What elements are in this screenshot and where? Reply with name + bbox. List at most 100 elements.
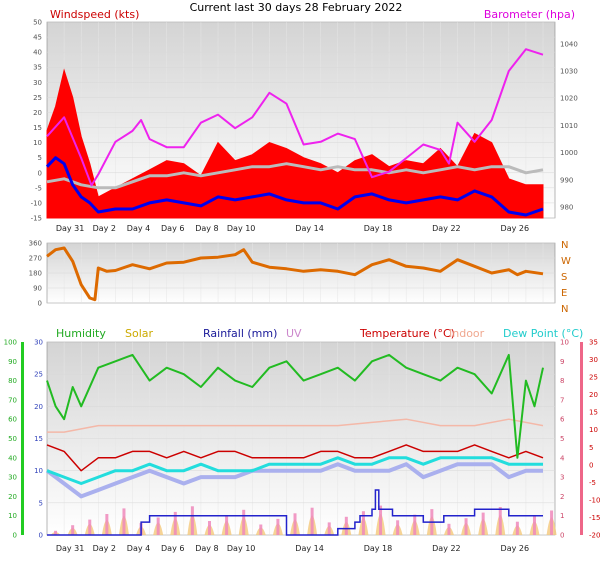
uv-tick: 6 <box>560 416 565 424</box>
humidity-tick: 60 <box>8 416 17 424</box>
direction-tick: 270 <box>29 255 42 263</box>
chart-title: Current last 30 days 28 February 2022 <box>190 1 403 14</box>
uv-tick: 10 <box>560 339 569 347</box>
barometer-tick: 1000 <box>560 149 578 157</box>
temperature-x-tick-labels: Day 31 Day 2 Day 4 Day 6 Day 8 Day 10 Day 14 Da… <box>56 544 529 553</box>
compass-label: N <box>561 304 568 315</box>
barometer-tick: 1020 <box>560 95 578 103</box>
temperature-right-tick: 25 <box>589 374 598 382</box>
direction-tick-labels: 0 90 180 270 360 <box>29 240 42 308</box>
uv-spike <box>447 523 451 535</box>
uv-spike <box>54 530 58 535</box>
uv-tick: 9 <box>560 358 564 366</box>
windspeed-tick: 45 <box>33 34 42 42</box>
dew-point-line <box>46 456 543 485</box>
uv-tick: 2 <box>560 493 564 501</box>
compass-label: S <box>561 272 567 283</box>
temperature-right-tick: 15 <box>589 409 598 417</box>
barometer-line <box>46 48 544 187</box>
temperature-right-tick: 35 <box>589 339 598 347</box>
temperature-right-tick: 5 <box>589 444 593 452</box>
uv-spike <box>498 507 502 535</box>
legend-uv: UV <box>286 327 302 340</box>
uv-tick: 5 <box>560 435 564 443</box>
uv-spike <box>88 519 92 535</box>
uv-spike <box>190 506 194 535</box>
uv-spike <box>71 525 75 535</box>
windspeed-tick: 5 <box>38 154 42 162</box>
uv-spike <box>396 520 400 535</box>
uv-spike <box>293 513 297 535</box>
x-tick-label: Day 10 <box>227 224 256 233</box>
wind-series <box>45 48 544 219</box>
uv-tick: 1 <box>560 512 564 520</box>
direction-tick: 90 <box>33 285 42 293</box>
windspeed-tick: 0 <box>38 169 42 177</box>
humidity-tick: 0 <box>13 532 17 540</box>
windspeed-tick: 25 <box>33 94 42 102</box>
direction-gridlines <box>47 242 555 304</box>
humidity-tick: 10 <box>8 512 17 520</box>
x-tick-label: Day 4 <box>127 544 150 553</box>
temperature-left-tick: 0 <box>39 532 43 540</box>
x-tick-label: Day 8 <box>195 544 218 553</box>
temperature-left-tick: 30 <box>34 339 43 347</box>
humidity-tick: 20 <box>8 493 17 501</box>
x-tick-label: Day 14 <box>295 544 324 553</box>
humidity-line <box>46 353 544 459</box>
x-tick-label: Day 18 <box>364 224 393 233</box>
uv-tick: 8 <box>560 377 564 385</box>
temperature-right-tick: -15 <box>589 514 600 522</box>
direction-tick: 360 <box>29 240 42 248</box>
uv-spike <box>481 512 485 535</box>
legend-indoor: Indoor <box>449 327 485 340</box>
temperature-right-tick: -5 <box>589 479 596 487</box>
uv-tick: 0 <box>560 532 564 540</box>
uv-spike <box>532 516 536 535</box>
humidity-tick: 80 <box>8 377 17 385</box>
x-tick-label: Day 22 <box>432 224 461 233</box>
windspeed-tick: 20 <box>33 109 42 117</box>
temperature-left-tick: 20 <box>34 403 43 411</box>
uv-spike <box>242 509 246 535</box>
humidity-axis-bar <box>21 342 24 535</box>
temperature-left-tick: 15 <box>34 435 43 443</box>
uv-spike <box>276 518 280 535</box>
x-tick-label: Day 6 <box>161 544 184 553</box>
windspeed-tick: -5 <box>35 184 42 192</box>
windspeed-tick: 15 <box>33 124 42 132</box>
windspeed-tick: 40 <box>33 49 42 57</box>
temperature-left-tick: 10 <box>34 467 43 475</box>
x-tick-label: Day 18 <box>364 544 393 553</box>
uv-spike <box>173 511 177 535</box>
humidity-tick: 70 <box>8 396 17 404</box>
windspeed-tick: 35 <box>33 64 42 72</box>
temperature-line <box>46 444 544 472</box>
direction-tick: 0 <box>38 300 42 308</box>
barometer-tick: 1040 <box>560 40 578 48</box>
x-tick-label: Day 4 <box>127 224 150 233</box>
temperature-left-tick-labels: 0 5 10 15 20 25 30 <box>34 339 43 540</box>
uv-spike <box>122 508 126 535</box>
legend-temperature: Temperature (°C) <box>359 327 455 340</box>
legend-solar: Solar <box>125 327 154 340</box>
windspeed-tick: -15 <box>31 215 42 223</box>
temperature-range-band <box>45 462 543 499</box>
temperature-left-tick: 25 <box>34 371 43 379</box>
windspeed-tick: 30 <box>33 79 42 87</box>
barometer-tick: 990 <box>560 176 573 184</box>
temperature-right-tick: -20 <box>589 532 600 540</box>
uv-spike <box>156 517 160 535</box>
x-tick-label: Day 2 <box>93 224 116 233</box>
temperature-right-tick: 10 <box>589 426 598 434</box>
humidity-tick: 40 <box>8 454 17 462</box>
legend-dewpoint: Dew Point (°C) <box>503 327 583 340</box>
direction-tick: 180 <box>29 270 42 278</box>
x-tick-label: Day 31 <box>56 544 85 553</box>
uv-tick-labels: 0 1 2 3 4 5 6 7 8 9 10 <box>560 339 569 540</box>
uv-spike <box>464 518 468 535</box>
uv-spike <box>259 524 263 535</box>
uv-spike <box>361 511 365 535</box>
